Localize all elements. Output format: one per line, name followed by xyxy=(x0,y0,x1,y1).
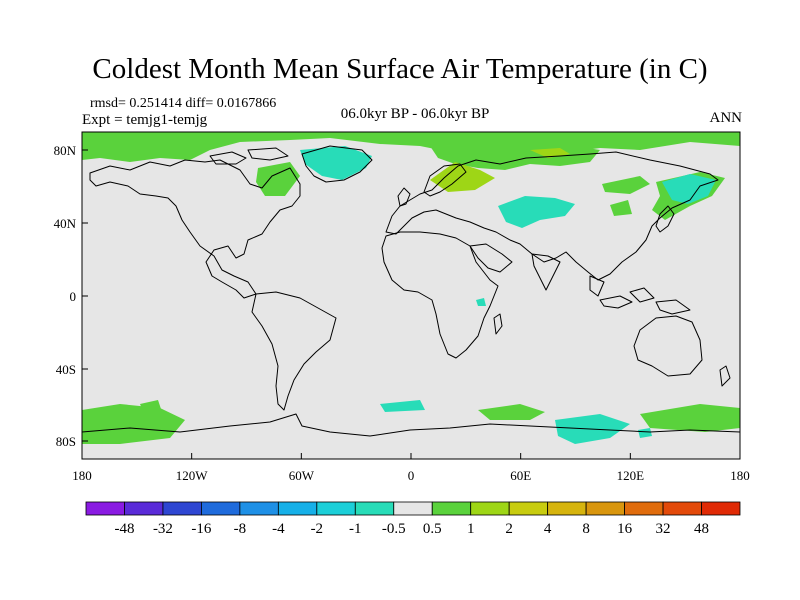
colorbar-swatch xyxy=(470,501,510,516)
colorbar-label: -32 xyxy=(153,521,173,537)
chart-title: Coldest Month Mean Surface Air Temperatu… xyxy=(92,53,708,85)
colorbar-swatch xyxy=(624,501,664,516)
colorbar-swatch xyxy=(547,501,587,516)
colorbar-label: -4 xyxy=(272,521,285,537)
colorbar-label: -2 xyxy=(311,521,324,537)
colorbar-swatch xyxy=(662,501,702,516)
stats-text: rmsd= 0.251414 diff= 0.0167866 xyxy=(90,96,277,111)
colorbar-swatch xyxy=(124,501,164,516)
colorbar-label: 8 xyxy=(582,521,590,537)
colorbar-label: 16 xyxy=(617,521,633,537)
lon-tick-label: 60E xyxy=(510,468,531,483)
lat-tick-label: 40S xyxy=(56,362,76,377)
colorbar-swatch xyxy=(162,501,202,516)
colorbar-label: 4 xyxy=(544,521,552,537)
lat-tick-label: 80S xyxy=(56,434,76,449)
colorbar-swatch xyxy=(508,501,549,516)
colorbar-label: -8 xyxy=(234,521,247,537)
lon-tick-label: 120E xyxy=(617,468,645,483)
colorbar-label: 1 xyxy=(467,521,475,537)
lon-tick-label: 60W xyxy=(289,468,315,483)
lon-tick-label: 120W xyxy=(176,468,209,483)
colorbar-swatch xyxy=(277,501,318,516)
period-text: 06.0kyr BP - 06.0kyr BP xyxy=(340,106,490,122)
colorbar-swatch xyxy=(431,501,472,516)
lat-tick-label: 80N xyxy=(54,143,77,158)
coastlines xyxy=(82,145,740,437)
experiment-text: Expt = temjg1-temjg xyxy=(82,112,208,128)
season-text: ANN xyxy=(709,110,743,126)
colorbar-label: -48 xyxy=(114,521,134,537)
colorbar-label: -1 xyxy=(349,521,362,537)
lat-tick-label: 40N xyxy=(54,216,77,231)
colorbar-label: 0.5 xyxy=(423,521,442,537)
longitude-axis: 180 120W 60W 0 60E 120E 180 xyxy=(72,453,750,483)
lon-tick-label: 0 xyxy=(408,468,415,483)
lat-tick-label: 0 xyxy=(70,289,77,304)
colorbar-label: 2 xyxy=(505,521,513,537)
colorbar-swatch xyxy=(201,501,241,516)
colorbar-label: 32 xyxy=(656,521,671,537)
colorbar-swatch xyxy=(354,501,395,516)
colorbar-swatch xyxy=(85,501,125,516)
colorbar: -48 -32 -16 -8 -4 -2 -1 -0.5 0.5 1 2 4 8 16 32 48 xyxy=(85,501,741,537)
colorbar-swatch xyxy=(393,501,433,516)
colorbar-swatch xyxy=(239,501,279,516)
anomaly-cyan-regions xyxy=(300,146,716,444)
colorbar-label: 48 xyxy=(694,521,709,537)
colorbar-swatch xyxy=(585,501,625,516)
lon-tick-label: 180 xyxy=(72,468,92,483)
colorbar-swatch xyxy=(316,501,356,516)
colorbar-label: -16 xyxy=(191,521,211,537)
lon-tick-label: 180 xyxy=(730,468,750,483)
latitude-axis: 80N 40N 0 40S 80S xyxy=(54,143,88,449)
colorbar-swatch xyxy=(701,501,741,516)
colorbar-label: -0.5 xyxy=(382,521,406,537)
